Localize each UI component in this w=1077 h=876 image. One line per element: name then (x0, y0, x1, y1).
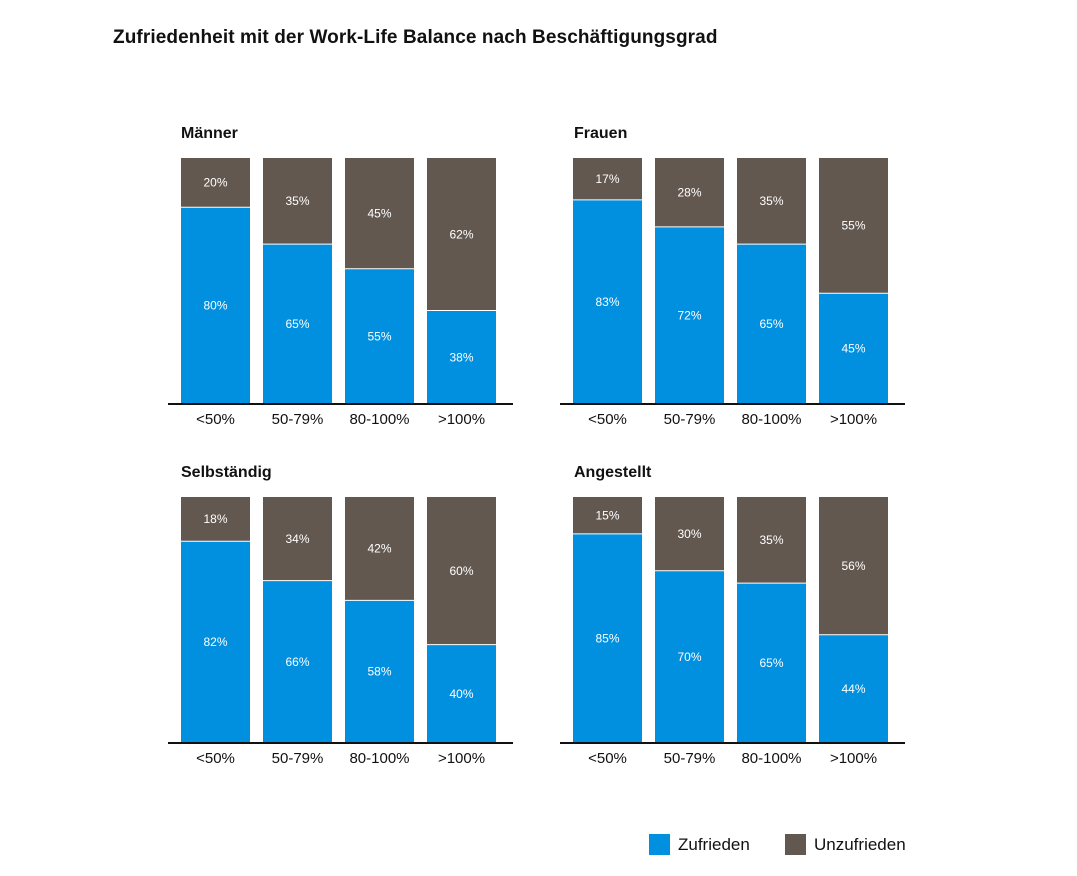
data-label-unzufrieden: 34% (285, 532, 309, 546)
panel-plot: 18% 82% <50% 34% 66% 50-79% 42% 58% 80-100% 60% 40… (168, 497, 513, 767)
bar-zufrieden (819, 634, 888, 743)
data-label-zufrieden: 65% (759, 317, 783, 331)
data-label-zufrieden: 83% (595, 295, 619, 309)
bar-unzufrieden (427, 158, 496, 311)
bar-unzufrieden (737, 158, 806, 245)
bar-unzufrieden (655, 497, 724, 571)
panel-frauen: Frauen 17% 83% <50% 28% 72% 50-79% 35% 65% 80-10… (560, 125, 905, 428)
data-label-unzufrieden: 55% (841, 219, 865, 233)
bar-unzufrieden (819, 158, 888, 294)
data-label-zufrieden: 82% (203, 635, 227, 649)
panel-plot: 15% 85% <50% 30% 70% 50-79% 35% 65% 80-100% 56% 44… (560, 497, 905, 767)
legend-item-unzufrieden: Unzufrieden (785, 834, 906, 855)
data-label-unzufrieden: 30% (677, 527, 701, 541)
x-tick-label: 80-100% (741, 750, 801, 767)
bar-unzufrieden (573, 158, 642, 200)
x-tick-label: <50% (196, 411, 235, 428)
bar-zufrieden (573, 199, 642, 404)
bar-zufrieden (181, 541, 250, 743)
data-label-zufrieden: 72% (677, 308, 701, 322)
data-label-zufrieden: 45% (841, 342, 865, 356)
data-label-zufrieden: 65% (285, 317, 309, 331)
x-tick-label: 50-79% (272, 750, 324, 767)
bar-unzufrieden (345, 158, 414, 269)
data-label-unzufrieden: 17% (595, 172, 619, 186)
data-label-zufrieden: 40% (449, 687, 473, 701)
bar-zufrieden (737, 583, 806, 743)
x-tick-label: 50-79% (664, 750, 716, 767)
bar-unzufrieden (181, 158, 250, 208)
data-label-zufrieden: 38% (449, 350, 473, 364)
x-tick-label: >100% (438, 750, 485, 767)
x-tick-label: <50% (588, 750, 627, 767)
data-label-unzufrieden: 56% (841, 559, 865, 573)
bar-zufrieden (819, 293, 888, 404)
bar-zufrieden (655, 570, 724, 743)
bar-zufrieden (427, 310, 496, 404)
data-label-unzufrieden: 45% (367, 206, 391, 220)
panel-plot: 20% 80% <50% 35% 65% 50-79% 45% 55% 80-100% 62% 38… (168, 158, 513, 428)
bar-unzufrieden (263, 158, 332, 245)
bar-unzufrieden (263, 497, 332, 581)
bar-zufrieden (263, 244, 332, 404)
legend-swatch-zufrieden (649, 834, 670, 855)
x-tick-label: <50% (196, 750, 235, 767)
panel-title: Männer (181, 125, 238, 142)
x-tick-label: 50-79% (664, 411, 716, 428)
panel-plot: 17% 83% <50% 28% 72% 50-79% 35% 65% 80-100% 55% 45… (560, 158, 905, 428)
panel-title: Selbständig (181, 464, 272, 481)
data-label-unzufrieden: 42% (367, 542, 391, 556)
panel-angestellt: Angestellt 15% 85% <50% 30% 70% 50-79% 35% 65% 8… (560, 464, 905, 767)
bar-zufrieden (263, 580, 332, 743)
bar-unzufrieden (427, 497, 496, 645)
x-tick-label: >100% (830, 750, 877, 767)
x-tick-label: <50% (588, 411, 627, 428)
panel-selbstaendig: Selbständig 18% 82% <50% 34% 66% 50-79% 42% 58%… (168, 464, 513, 767)
data-label-unzufrieden: 35% (759, 533, 783, 547)
x-tick-label: 80-100% (349, 411, 409, 428)
bar-zufrieden (655, 226, 724, 404)
bar-zufrieden (427, 644, 496, 743)
data-label-zufrieden: 44% (841, 682, 865, 696)
legend-swatch-unzufrieden (785, 834, 806, 855)
x-tick-label: 80-100% (741, 411, 801, 428)
bar-unzufrieden (737, 497, 806, 584)
bar-zufrieden (737, 244, 806, 404)
data-label-unzufrieden: 18% (203, 512, 227, 526)
legend-label: Unzufrieden (814, 834, 906, 854)
bar-zufrieden (181, 207, 250, 404)
legend-label: Zufrieden (678, 834, 750, 854)
bar-unzufrieden (655, 158, 724, 227)
bar-zufrieden (345, 600, 414, 743)
chart-title: Zufriedenheit mit der Work-Life Balance … (113, 27, 718, 48)
data-label-zufrieden: 55% (367, 329, 391, 343)
panel-maenner: Männer 20% 80% <50% 35% 65% 50-79% 45% 55% 80-10… (168, 125, 513, 428)
data-label-unzufrieden: 35% (759, 194, 783, 208)
bar-zufrieden (345, 268, 414, 404)
data-label-zufrieden: 85% (595, 631, 619, 645)
x-tick-label: >100% (830, 411, 877, 428)
data-label-zufrieden: 66% (285, 655, 309, 669)
bar-zufrieden (573, 533, 642, 743)
data-label-unzufrieden: 20% (203, 176, 227, 190)
data-label-zufrieden: 80% (203, 299, 227, 313)
data-label-zufrieden: 58% (367, 665, 391, 679)
bar-unzufrieden (819, 497, 888, 635)
x-tick-label: >100% (438, 411, 485, 428)
bar-unzufrieden (345, 497, 414, 601)
bar-unzufrieden (181, 497, 250, 542)
bar-unzufrieden (573, 497, 642, 534)
panel-title: Angestellt (574, 464, 652, 481)
data-label-zufrieden: 70% (677, 650, 701, 664)
x-tick-label: 80-100% (349, 750, 409, 767)
x-tick-label: 50-79% (272, 411, 324, 428)
legend-item-zufrieden: Zufrieden (649, 834, 750, 855)
data-label-unzufrieden: 60% (449, 564, 473, 578)
panel-title: Frauen (574, 125, 628, 142)
data-label-unzufrieden: 15% (595, 508, 619, 522)
data-label-unzufrieden: 62% (449, 227, 473, 241)
data-label-unzufrieden: 35% (285, 194, 309, 208)
data-label-unzufrieden: 28% (677, 185, 701, 199)
data-label-zufrieden: 65% (759, 656, 783, 670)
